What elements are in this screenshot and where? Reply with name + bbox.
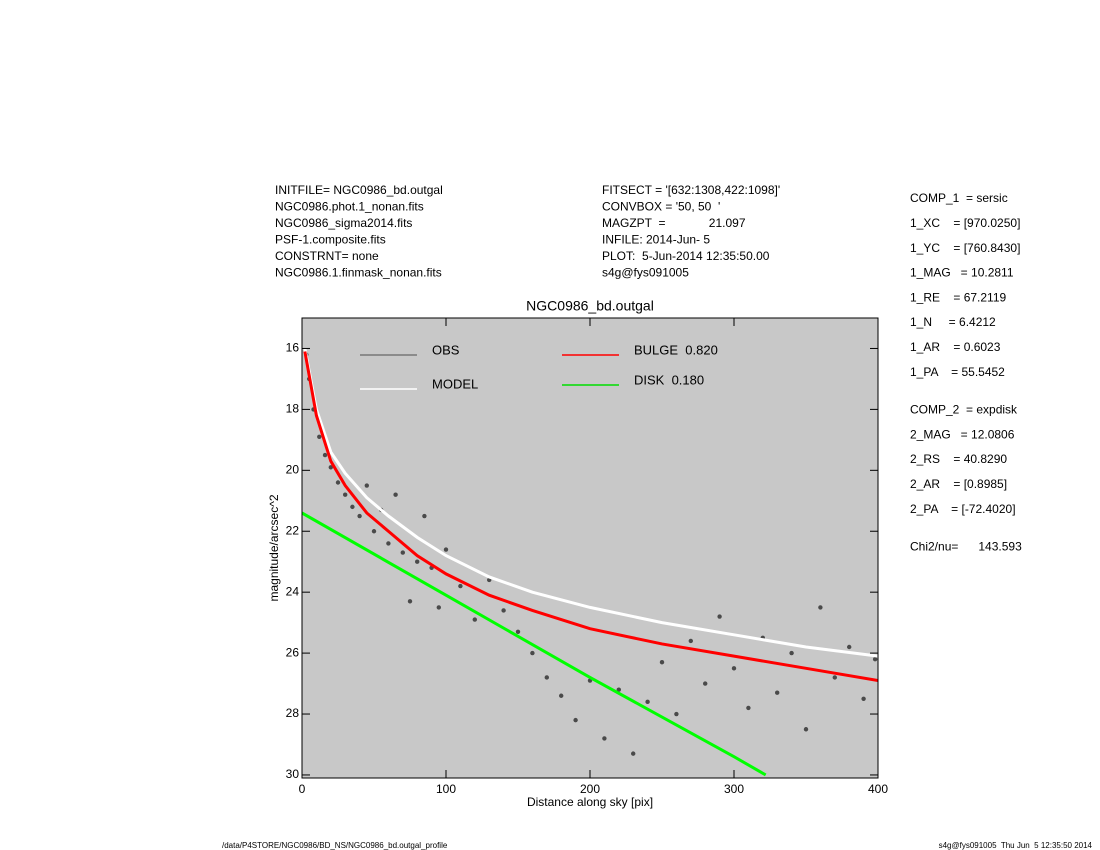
obs-point bbox=[746, 705, 751, 711]
legend-label: MODEL bbox=[432, 376, 478, 391]
param-line: 2_MAG = 12.0806 bbox=[910, 427, 1015, 441]
y-tick-label: 16 bbox=[286, 341, 300, 355]
param-line: 2_AR = [0.8985] bbox=[910, 477, 1007, 491]
param-line: Chi2/nu= 143.593 bbox=[910, 540, 1022, 554]
obs-point bbox=[775, 690, 780, 695]
obs-point bbox=[872, 656, 878, 662]
obs-point bbox=[832, 675, 837, 680]
obs-point bbox=[688, 638, 693, 644]
legend-label: DISK 0.180 bbox=[634, 372, 704, 387]
param-line: 1_PA = 55.5452 bbox=[910, 365, 1005, 379]
y-tick-label: 22 bbox=[286, 523, 300, 537]
series-line bbox=[302, 511, 767, 777]
x-tick-label: 100 bbox=[436, 782, 456, 796]
obs-point bbox=[393, 492, 398, 497]
header-line: CONSTRNT= none bbox=[275, 249, 379, 263]
param-line: COMP_1 = sersic bbox=[910, 191, 1008, 205]
chart-title: NGC0986_bd.outgal bbox=[526, 298, 654, 314]
param-line: 1_XC = [970.0250] bbox=[910, 216, 1020, 230]
obs-point bbox=[717, 614, 722, 619]
series-line bbox=[303, 348, 878, 658]
x-tick-label: 0 bbox=[299, 782, 306, 796]
legend-label: BULGE 0.820 bbox=[634, 342, 718, 357]
obs-point bbox=[415, 559, 420, 564]
obs-point bbox=[501, 608, 506, 613]
header-line: NGC0986_sigma2014.fits bbox=[275, 216, 412, 230]
obs-point bbox=[422, 513, 427, 519]
obs-point bbox=[317, 434, 322, 440]
obs-point bbox=[436, 605, 441, 610]
obs-point bbox=[386, 541, 391, 546]
param-line: 2_RS = 40.8290 bbox=[910, 452, 1007, 466]
obs-point bbox=[335, 480, 341, 485]
param-line: 1_AR = 0.6023 bbox=[910, 340, 1001, 354]
obs-point bbox=[731, 666, 737, 671]
header-line: MAGZPT = 21.097 bbox=[602, 216, 746, 230]
param-line: 2_PA = [-72.4020] bbox=[910, 502, 1016, 516]
param-line: 1_YC = [760.8430] bbox=[910, 241, 1020, 255]
obs-point bbox=[530, 650, 535, 656]
header-line: PSF-1.composite.fits bbox=[275, 233, 386, 247]
obs-point bbox=[674, 711, 679, 717]
obs-point bbox=[443, 547, 449, 552]
plot-background bbox=[302, 318, 878, 778]
footer-path: /data/P4STORE/NGC0986/BD_NS/NGC0986_bd.o… bbox=[222, 841, 448, 850]
plot-area bbox=[302, 348, 878, 777]
legend-label: OBS bbox=[432, 342, 460, 357]
obs-point bbox=[364, 483, 369, 488]
obs-point bbox=[861, 696, 866, 701]
y-tick-label: 28 bbox=[286, 706, 300, 720]
obs-point bbox=[357, 513, 362, 519]
header-line: NGC0986.1.finmask_nonan.fits bbox=[275, 266, 442, 280]
x-tick-label: 200 bbox=[580, 782, 600, 796]
obs-point bbox=[847, 644, 852, 650]
obs-point bbox=[789, 650, 794, 656]
y-tick-label: 24 bbox=[286, 584, 300, 598]
param-line: 1_N = 6.4212 bbox=[910, 315, 996, 329]
obs-point bbox=[631, 751, 636, 756]
obs-point bbox=[407, 599, 413, 604]
y-tick-label: 18 bbox=[286, 402, 300, 416]
series-line bbox=[303, 351, 878, 682]
x-axis-label: Distance along sky [pix] bbox=[527, 795, 653, 809]
y-tick-label: 30 bbox=[286, 767, 300, 781]
param-line: 1_MAG = 10.2811 bbox=[910, 266, 1014, 280]
obs-point bbox=[616, 687, 621, 692]
header-line: CONVBOX = '50, 50 ' bbox=[602, 200, 720, 214]
header-line: NGC0986.phot.1_nonan.fits bbox=[275, 200, 424, 214]
footer-stamp: s4g@fys091005 Thu Jun 5 12:35:50 2014 bbox=[939, 841, 1093, 850]
header-line: PLOT: 5-Jun-2014 12:35:50.00 bbox=[602, 249, 770, 263]
obs-point bbox=[472, 617, 477, 622]
obs-point bbox=[645, 699, 650, 705]
x-tick-label: 300 bbox=[724, 782, 744, 796]
obs-point bbox=[703, 681, 708, 686]
obs-point bbox=[803, 727, 809, 732]
obs-point bbox=[400, 550, 405, 555]
header-line: INITFILE= NGC0986_bd.outgal bbox=[275, 183, 443, 197]
obs-point bbox=[573, 717, 578, 723]
param-line: 1_RE = 67.2119 bbox=[910, 290, 1007, 304]
obs-point bbox=[350, 504, 355, 510]
obs-point bbox=[328, 465, 333, 470]
obs-point bbox=[343, 492, 348, 497]
obs-point bbox=[515, 629, 521, 634]
obs-point bbox=[371, 529, 377, 534]
param-line: COMP_2 = expdisk bbox=[910, 403, 1018, 417]
obs-point bbox=[322, 452, 328, 458]
header-line: FITSECT = '[632:1308,422:1098]' bbox=[602, 183, 780, 197]
obs-point bbox=[544, 675, 549, 680]
obs-point bbox=[659, 660, 665, 665]
header-line: s4g@fys091005 bbox=[602, 266, 689, 280]
y-tick-label: 20 bbox=[286, 462, 300, 476]
x-tick-label: 400 bbox=[868, 782, 888, 796]
y-axis-label: magnitude/arcsec^2 bbox=[267, 494, 281, 601]
obs-point bbox=[602, 736, 607, 741]
header-line: INFILE: 2014-Jun- 5 bbox=[602, 233, 710, 247]
obs-point bbox=[818, 605, 823, 610]
obs-point bbox=[458, 583, 463, 589]
obs-point bbox=[559, 693, 564, 698]
y-tick-label: 26 bbox=[286, 645, 300, 659]
